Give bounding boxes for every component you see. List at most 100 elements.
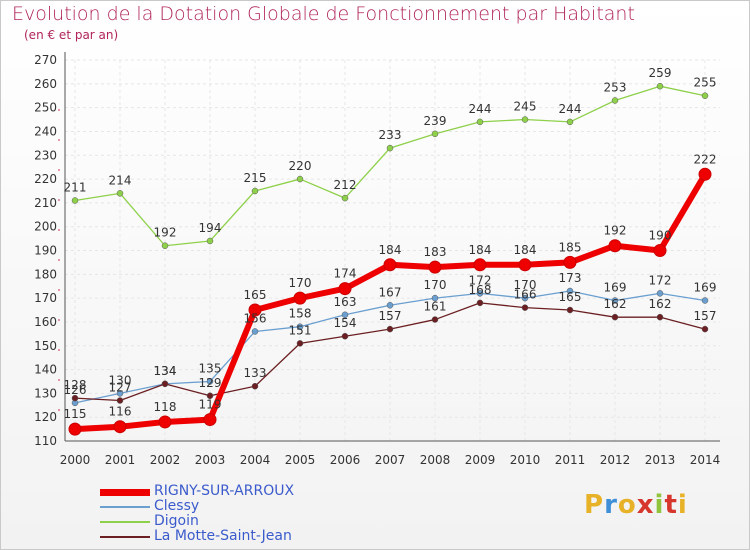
logo-letter: o xyxy=(617,490,637,520)
series-point-2 xyxy=(386,144,394,152)
y-tick-label: 260 xyxy=(34,77,57,91)
x-tick-label: 2009 xyxy=(465,453,496,467)
x-tick-label: 2010 xyxy=(510,453,541,467)
data-label: 170 xyxy=(289,276,312,290)
series-point-2 xyxy=(116,190,124,197)
legend-label: Digoin xyxy=(154,513,199,529)
y-tick-label: 230 xyxy=(34,148,57,162)
series-point-3 xyxy=(296,340,304,347)
data-label: 173 xyxy=(559,271,582,285)
data-label: 163 xyxy=(334,295,357,309)
data-label: 166 xyxy=(514,288,537,302)
data-label: 115 xyxy=(64,407,87,421)
data-label: 194 xyxy=(199,221,222,235)
x-tick-label: 2008 xyxy=(420,453,451,467)
data-label: 162 xyxy=(649,297,672,311)
series-point-1 xyxy=(611,297,619,304)
data-label: 126 xyxy=(64,383,87,397)
series-point-3 xyxy=(476,299,484,307)
data-label: 183 xyxy=(424,245,447,259)
series-point-0 xyxy=(563,255,577,269)
y-tick-label: 170 xyxy=(34,291,57,305)
data-label: 184 xyxy=(469,243,492,257)
series-point-0 xyxy=(68,422,82,436)
legend-swatch xyxy=(100,521,150,523)
series-point-0 xyxy=(338,282,352,296)
series-point-0 xyxy=(473,258,487,272)
series-point-2 xyxy=(296,175,304,183)
series-point-3 xyxy=(71,394,79,402)
series-point-1 xyxy=(116,390,124,397)
series-point-0 xyxy=(518,258,532,272)
x-tick-label: 2013 xyxy=(645,453,676,467)
series-point-3 xyxy=(386,325,394,333)
data-label: 172 xyxy=(469,273,492,287)
data-label: 154 xyxy=(334,316,357,330)
series-lines xyxy=(68,82,712,436)
series-point-0 xyxy=(698,167,712,181)
data-label: 172 xyxy=(649,273,672,287)
data-label: 169 xyxy=(694,281,717,295)
series-point-3 xyxy=(521,304,529,311)
legend-swatch xyxy=(100,506,150,508)
data-label: 127 xyxy=(109,381,132,395)
x-tick-label: 2012 xyxy=(600,453,631,467)
axes: 110 120 130 140 150 160 170 180 190 200 210 220 230 2… xyxy=(34,52,720,467)
data-label: 129 xyxy=(199,376,222,390)
data-label: 244 xyxy=(559,102,582,116)
series-point-2 xyxy=(161,242,169,249)
series-point-1 xyxy=(386,302,394,309)
chart-subtitle: (en € et par an) xyxy=(24,28,119,42)
x-tick-label: 2014 xyxy=(690,453,721,467)
y-tick-label: 120 xyxy=(34,410,57,424)
x-tick-label: 2000 xyxy=(60,453,91,467)
data-label: 118 xyxy=(154,400,177,414)
series-point-1 xyxy=(476,290,484,297)
x-tick-label: 2006 xyxy=(330,453,361,467)
legend-swatch xyxy=(100,488,150,496)
series-point-3 xyxy=(566,306,574,314)
series-point-3 xyxy=(656,313,664,321)
y-tick-label: 150 xyxy=(34,339,57,353)
series-point-0 xyxy=(203,413,217,427)
data-label: 165 xyxy=(244,288,267,302)
series-point-1 xyxy=(431,294,439,302)
legend-label: RIGNY-SUR-ARROUX xyxy=(154,483,295,499)
series-point-2 xyxy=(701,92,709,99)
data-label: 134 xyxy=(154,364,177,378)
data-label: 239 xyxy=(424,114,447,128)
data-label: 161 xyxy=(424,300,447,314)
proxiti-logo: Proxiti xyxy=(584,490,688,520)
series-point-2 xyxy=(431,130,439,138)
series-point-1 xyxy=(521,294,529,302)
x-tick-label: 2002 xyxy=(150,453,181,467)
data-label: 185 xyxy=(559,240,582,254)
data-label: 156 xyxy=(244,311,267,325)
x-tick-label: 2001 xyxy=(105,453,136,467)
series-point-2 xyxy=(611,97,619,104)
data-label: 245 xyxy=(514,100,537,114)
logo-letter: i xyxy=(654,490,665,520)
series-point-1 xyxy=(656,290,664,297)
data-label: 128 xyxy=(64,378,87,392)
data-label: 244 xyxy=(469,102,492,116)
x-tick-label: 2007 xyxy=(375,453,406,467)
data-label: 157 xyxy=(694,309,717,323)
data-label: 215 xyxy=(244,171,267,185)
data-label: 133 xyxy=(244,366,267,380)
series-point-2 xyxy=(476,118,484,126)
logo-letter: P xyxy=(584,490,605,520)
data-labels: 211 214 192 194 215 220 212 233 239 244 245 244 253 2… xyxy=(64,66,717,421)
series-point-3 xyxy=(701,325,709,333)
series-point-1 xyxy=(251,328,259,335)
series-point-3 xyxy=(251,382,259,390)
series-point-3 xyxy=(206,392,214,400)
x-tick-label: 2004 xyxy=(240,453,271,467)
series-point-0 xyxy=(428,260,442,274)
series-point-1 xyxy=(296,323,304,330)
series-point-2 xyxy=(251,187,259,195)
series-point-2 xyxy=(341,194,349,202)
y-tick-label: 240 xyxy=(34,124,57,138)
data-label: 192 xyxy=(154,226,177,240)
data-label: 135 xyxy=(199,361,222,375)
